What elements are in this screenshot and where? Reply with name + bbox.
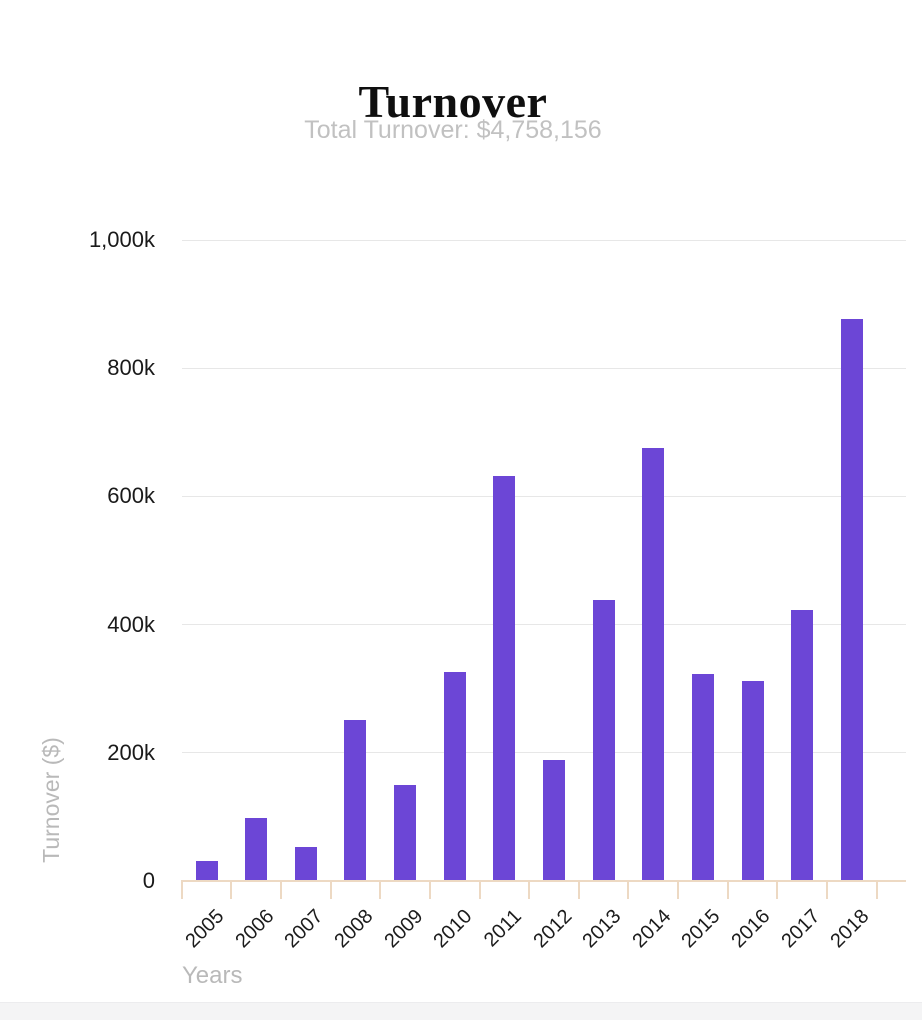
bar-2016[interactable]	[741, 681, 764, 880]
gridline-400k	[182, 624, 906, 626]
page-bottom-strip	[0, 1002, 922, 1020]
x-tick	[677, 881, 680, 899]
y-tick-label-200k: 200k	[107, 739, 155, 765]
x-tick-label-2007: 2007	[280, 905, 328, 953]
bar-2015[interactable]	[691, 673, 714, 880]
gridline-600k	[182, 495, 906, 497]
plot-area	[180, 239, 906, 899]
x-tick-label-2016: 2016	[727, 905, 775, 953]
gridline-1,000k	[182, 239, 906, 241]
x-tick	[627, 881, 630, 899]
bar-2009[interactable]	[394, 785, 417, 880]
x-tick-label-2011: 2011	[480, 905, 527, 952]
bar-2013[interactable]	[592, 599, 615, 880]
x-tick	[726, 881, 729, 899]
gridline-800k	[182, 367, 906, 369]
x-tick	[478, 881, 481, 899]
x-tick	[577, 881, 580, 899]
x-tick	[428, 881, 431, 899]
x-tick-label-2017: 2017	[777, 905, 825, 953]
x-tick	[180, 881, 183, 899]
bar-2014[interactable]	[642, 447, 665, 880]
x-tick-label-2012: 2012	[528, 905, 576, 953]
x-tick	[875, 881, 878, 899]
x-tick	[776, 881, 779, 899]
bar-2007[interactable]	[294, 847, 317, 880]
bar-2006[interactable]	[245, 817, 268, 880]
x-axis-title: Years	[182, 962, 243, 989]
chart-subtitle: Total Turnover: $4,758,156	[304, 116, 602, 144]
x-tick	[230, 881, 233, 899]
y-tick-label-400k: 400k	[107, 611, 155, 637]
x-tick-label-2008: 2008	[330, 905, 378, 953]
x-tick	[528, 881, 531, 899]
x-tick	[379, 881, 382, 899]
x-tick	[279, 881, 282, 899]
x-tick-label-2006: 2006	[230, 905, 279, 953]
y-tick-label-0: 0	[142, 868, 155, 893]
bar-2018[interactable]	[840, 319, 863, 880]
y-tick-label-600k: 600k	[107, 483, 155, 509]
x-tick-label-2013: 2013	[578, 905, 626, 953]
bar-2012[interactable]	[543, 760, 565, 880]
x-tick-label-2014: 2014	[628, 905, 676, 953]
x-tick-label-2009: 2009	[379, 905, 427, 953]
x-tick-label-2005: 2005	[181, 905, 229, 953]
chart-title: Turnover	[358, 75, 548, 127]
x-tick	[826, 881, 829, 899]
bar-2017[interactable]	[791, 609, 814, 880]
y-tick-label-1,000k: 1,000k	[88, 227, 155, 252]
x-axis-line	[181, 880, 906, 882]
bar-2008[interactable]	[344, 719, 367, 880]
y-tick-label-800k: 800k	[107, 355, 155, 381]
gridline-200k	[182, 752, 906, 754]
x-tick-label-2015: 2015	[677, 905, 725, 953]
y-axis-title: Turnover ($)	[38, 737, 64, 863]
x-tick	[329, 881, 332, 899]
bar-2005[interactable]	[195, 860, 218, 880]
bar-2011[interactable]	[493, 476, 516, 880]
bar-2010[interactable]	[443, 671, 466, 880]
x-tick-label-2010: 2010	[429, 905, 477, 953]
x-tick-label-2018: 2018	[826, 905, 874, 953]
